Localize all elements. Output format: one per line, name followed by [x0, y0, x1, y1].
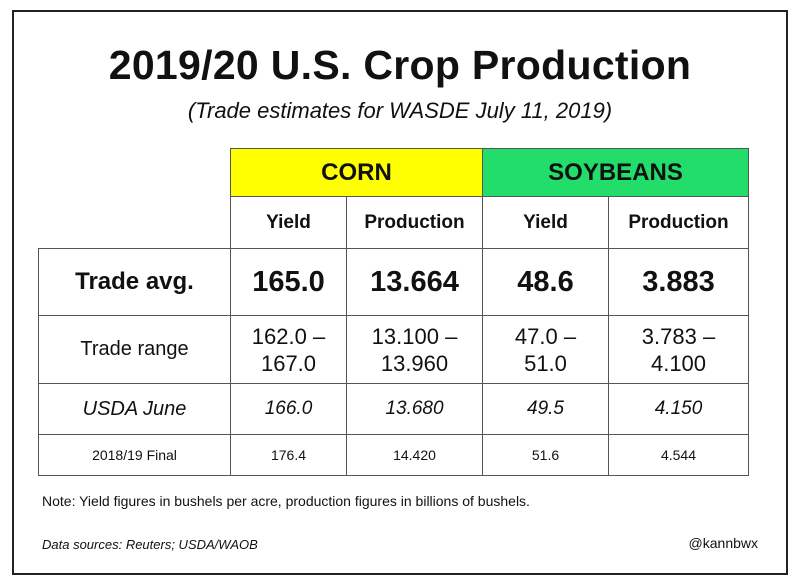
table-cell: 13.664 [346, 248, 483, 316]
table-cell: 162.0 –167.0 [230, 315, 347, 384]
table-row: USDA June 166.0 13.680 49.5 4.150 [38, 383, 749, 435]
empty-corner [39, 149, 231, 197]
row-label: Trade range [38, 315, 231, 384]
table-cell: 4.544 [608, 434, 749, 476]
soy-production-header: Production [608, 196, 749, 249]
crop-header-row: CORN SOYBEANS [39, 148, 749, 197]
table-cell: 166.0 [230, 383, 347, 435]
metric-header-row: Yield Production Yield Production [39, 196, 749, 249]
row-label: Trade avg. [38, 248, 231, 316]
table-cell: 4.150 [608, 383, 749, 435]
table-cell: 165.0 [230, 248, 347, 316]
table-cell: 49.5 [482, 383, 609, 435]
range-low: 162.0 – [251, 323, 326, 349]
corn-yield-header: Yield [230, 196, 347, 249]
range-high: 4.100 [650, 350, 707, 376]
crop-production-table: CORN SOYBEANS Yield Production Yield Pro… [38, 148, 749, 476]
page-subtitle: (Trade estimates for WASDE July 11, 2019… [187, 98, 613, 123]
table-cell: 14.420 [346, 434, 483, 476]
table-cell: 13.100 –13.960 [346, 315, 483, 384]
soybeans-header: SOYBEANS [482, 148, 749, 197]
table-row: 2018/19 Final 176.4 14.420 51.6 4.544 [38, 434, 749, 476]
range-high: 13.960 [380, 350, 449, 376]
data-sources: Data sources: Reuters; USDA/WAOB [42, 537, 258, 552]
soy-yield-header: Yield [482, 196, 609, 249]
table-cell: 176.4 [230, 434, 347, 476]
page-title: 2019/20 U.S. Crop Production [108, 42, 692, 88]
range-low: 47.0 – [514, 323, 577, 349]
table-row: Trade range 162.0 –167.0 13.100 –13.960 … [38, 315, 749, 384]
author-handle: @kannbwx [688, 535, 758, 551]
corn-production-header: Production [346, 196, 483, 249]
range-high: 51.0 [524, 350, 567, 376]
table-cell: 51.6 [482, 434, 609, 476]
corn-header: CORN [230, 148, 483, 197]
units-note: Note: Yield figures in bushels per acre,… [42, 493, 530, 509]
row-label: USDA June [38, 383, 231, 435]
range-high: 167.0 [260, 350, 317, 376]
row-label: 2018/19 Final [38, 434, 231, 476]
range-low: 3.783 – [641, 323, 716, 349]
table-cell: 3.883 [608, 248, 749, 316]
range-low: 13.100 – [371, 323, 458, 349]
table-cell: 48.6 [482, 248, 609, 316]
table-cell: 47.0 –51.0 [482, 315, 609, 384]
table-cell: 3.783 –4.100 [608, 315, 749, 384]
table-cell: 13.680 [346, 383, 483, 435]
table-row: Trade avg. 165.0 13.664 48.6 3.883 [38, 248, 749, 316]
empty-corner [39, 197, 231, 249]
